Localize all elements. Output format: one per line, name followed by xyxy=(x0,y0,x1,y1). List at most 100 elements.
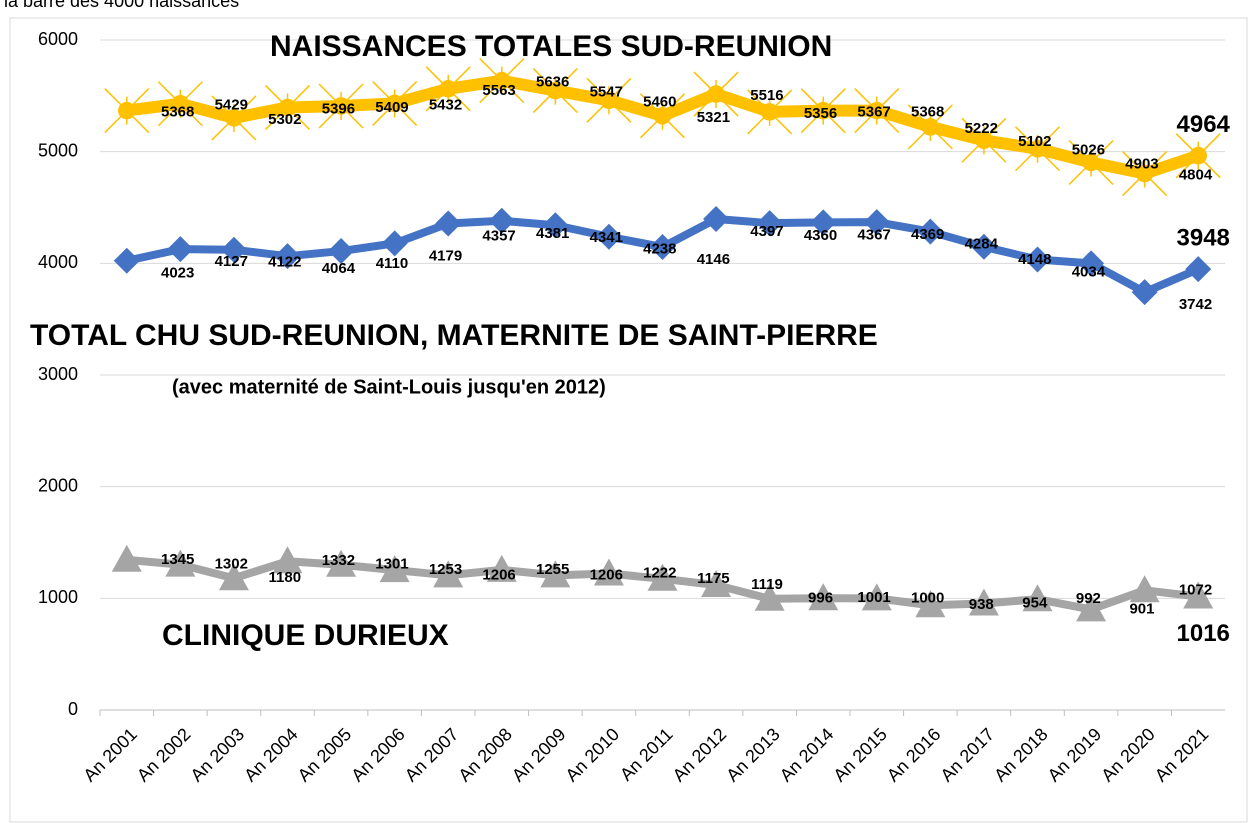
marker xyxy=(218,563,249,591)
data-label: 4148 xyxy=(1018,251,1051,268)
marker xyxy=(379,555,410,583)
data-label: 1255 xyxy=(536,561,569,578)
marker xyxy=(701,570,732,598)
marker xyxy=(479,58,525,104)
x-tick-label: An 2013 xyxy=(722,724,784,786)
data-label: 5302 xyxy=(268,111,301,128)
data-label: 5368 xyxy=(161,104,194,121)
marker xyxy=(111,544,142,572)
x-tick-label: An 2014 xyxy=(776,724,838,786)
x-tick-label: An 2015 xyxy=(829,724,891,786)
data-label: 3948 xyxy=(1177,224,1230,251)
x-tick-label: An 2009 xyxy=(508,724,570,786)
data-label: 938 xyxy=(969,596,994,613)
data-label: 5396 xyxy=(322,100,355,117)
x-tick-label: An 2006 xyxy=(347,724,409,786)
marker xyxy=(318,83,364,129)
marker xyxy=(532,68,578,114)
data-label: 996 xyxy=(808,590,833,607)
marker xyxy=(1131,279,1158,306)
annotation: (avec maternité de Saint-Louis jusqu'en … xyxy=(172,376,606,398)
marker xyxy=(264,84,311,130)
data-label: 5222 xyxy=(965,120,998,137)
marker xyxy=(272,546,303,574)
marker xyxy=(425,66,471,112)
data-label: 4064 xyxy=(322,260,356,277)
marker xyxy=(693,71,739,117)
y-tick-label: 0 xyxy=(68,699,78,719)
data-label: 1175 xyxy=(697,570,730,587)
data-label: 1180 xyxy=(269,569,302,586)
marker xyxy=(486,554,517,582)
data-label: 5102 xyxy=(1018,133,1051,150)
data-label: 4110 xyxy=(376,255,409,272)
data-label: 5516 xyxy=(750,87,783,104)
marker xyxy=(211,95,257,141)
data-label: 4127 xyxy=(215,253,248,270)
data-label: 4284 xyxy=(965,236,999,253)
marker xyxy=(639,93,686,139)
data-label: 4360 xyxy=(804,227,837,244)
marker xyxy=(1024,246,1051,273)
data-label: 1206 xyxy=(590,566,623,583)
data-label: 992 xyxy=(1076,590,1101,607)
x-tick-label: An 2002 xyxy=(133,724,195,786)
x-tick-label: An 2010 xyxy=(562,724,624,786)
data-label: 1302 xyxy=(215,556,248,573)
marker xyxy=(488,207,515,234)
marker xyxy=(961,117,1007,163)
data-label: 5432 xyxy=(429,96,462,113)
marker xyxy=(595,223,622,250)
data-label: 3742 xyxy=(1179,296,1212,313)
data-label: 954 xyxy=(1022,594,1048,611)
data-label: 5356 xyxy=(804,105,837,122)
marker xyxy=(1078,250,1105,277)
marker xyxy=(274,243,301,270)
marker xyxy=(1122,151,1168,197)
x-tick-label: An 2017 xyxy=(937,724,999,786)
marker xyxy=(372,80,418,126)
data-label: 4357 xyxy=(482,227,515,244)
x-tick-label: An 2001 xyxy=(79,724,141,786)
marker xyxy=(220,236,247,263)
caption: la barre des 4000 naissances xyxy=(4,0,239,11)
y-tick-label: 1000 xyxy=(38,587,78,607)
marker xyxy=(381,230,408,257)
marker xyxy=(1076,594,1107,622)
data-label: 1301 xyxy=(375,556,408,573)
data-label: 4381 xyxy=(536,225,569,242)
x-tick-label: An 2008 xyxy=(454,724,516,786)
marker xyxy=(970,233,997,260)
data-label: 4179 xyxy=(429,247,462,264)
x-tick-label: An 2012 xyxy=(669,724,731,786)
marker xyxy=(756,210,783,237)
data-label: 1016 xyxy=(1177,620,1230,647)
marker xyxy=(1022,584,1053,612)
marker xyxy=(649,234,676,261)
y-tick-label: 3000 xyxy=(38,364,78,384)
y-tick-label: 5000 xyxy=(38,140,78,160)
marker xyxy=(861,583,892,611)
marker xyxy=(540,560,571,588)
marker xyxy=(754,583,785,611)
marker xyxy=(1129,575,1160,603)
data-label: 1345 xyxy=(161,551,194,568)
data-label: 5563 xyxy=(482,82,515,99)
chart-frame xyxy=(9,17,1248,823)
data-label: 4804 xyxy=(1179,167,1213,184)
data-label: 4903 xyxy=(1125,155,1158,172)
x-tick-label: An 2004 xyxy=(240,724,302,786)
data-label: 5367 xyxy=(857,104,890,121)
x-tick-label: An 2018 xyxy=(990,724,1052,786)
annotation: TOTAL CHU SUD-REUNION, MATERNITE DE SAIN… xyxy=(30,319,878,352)
data-label: 1253 xyxy=(429,561,462,578)
marker xyxy=(703,206,730,233)
annotation: CLINIQUE DURIEUX xyxy=(162,619,449,652)
data-label: 4122 xyxy=(268,254,301,271)
annotation: NAISSANCES TOTALES SUD-REUNION xyxy=(270,30,832,63)
marker xyxy=(800,88,846,134)
marker xyxy=(104,88,150,134)
marker xyxy=(808,583,839,611)
data-label: 4341 xyxy=(590,229,623,246)
